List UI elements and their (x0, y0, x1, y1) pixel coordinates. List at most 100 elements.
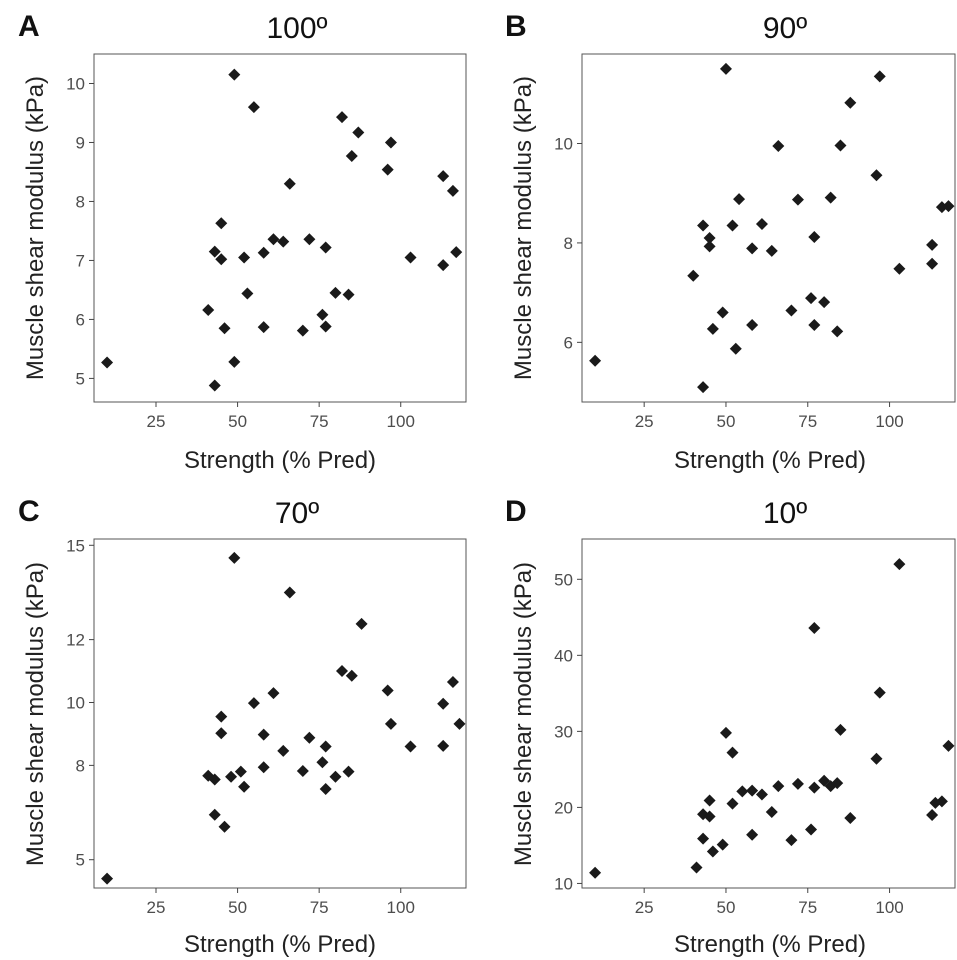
panel-b-x-axis-title: Strength (% Pred) (674, 447, 866, 474)
data-point (257, 321, 270, 334)
data-point (453, 717, 466, 730)
data-point (228, 551, 241, 564)
data-point (446, 184, 459, 197)
data-point (791, 193, 804, 206)
x-tick-label: 100 (875, 898, 903, 917)
data-point (381, 684, 394, 697)
data-point (345, 150, 358, 163)
data-point (342, 765, 355, 778)
x-tick-label: 50 (228, 412, 247, 431)
data-point (805, 292, 818, 305)
data-point (336, 665, 348, 678)
x-tick-label: 75 (310, 898, 329, 917)
y-tick-label: 5 (76, 851, 85, 870)
panel-b: B 90º Strength (% Pred) Muscle shear mod… (505, 10, 956, 474)
data-point (336, 111, 348, 124)
data-point (202, 303, 215, 316)
data-point (208, 245, 221, 258)
data-point (791, 777, 804, 790)
data-point (687, 269, 700, 282)
data-point (277, 235, 290, 248)
panel-d: D 10º Strength (% Pred) Muscle shear mod… (505, 495, 956, 958)
data-point (733, 193, 746, 206)
x-tick-label: 25 (635, 412, 654, 431)
panel-b-marks: 25 50 75 100 6 8 10 (554, 62, 955, 431)
data-point (437, 259, 450, 272)
y-tick-label: 12 (66, 631, 85, 650)
data-point (703, 240, 716, 253)
data-point (437, 739, 450, 752)
panel-a-letter: A (18, 10, 40, 43)
panel-c-frame (93, 538, 467, 889)
data-point (381, 163, 394, 176)
data-point (746, 318, 759, 331)
panel-c-letter: C (18, 495, 40, 528)
data-point (316, 756, 329, 769)
x-tick-label: 100 (387, 898, 415, 917)
data-point (697, 219, 710, 232)
data-point (234, 765, 247, 778)
data-point (926, 809, 939, 822)
data-point (785, 304, 798, 317)
data-point (805, 823, 818, 836)
data-point (384, 136, 397, 149)
data-point (690, 861, 703, 874)
data-point (755, 218, 768, 231)
data-point (746, 784, 759, 797)
data-point (765, 244, 778, 257)
panel-a: A 100º Strength (% Pred) Muscle shear mo… (18, 10, 467, 474)
data-point (703, 231, 716, 244)
x-tick-label: 50 (717, 898, 736, 917)
panel-a-marks: 25 50 75 100 5 6 7 8 9 10 (66, 68, 463, 431)
panel-b-y-axis-title: Muscle shear modulus (kPa) (510, 76, 537, 380)
data-point (870, 169, 883, 182)
x-tick-label: 50 (717, 412, 736, 431)
data-point (726, 797, 739, 810)
data-point (319, 241, 332, 254)
data-point (218, 820, 231, 833)
data-point (446, 676, 459, 689)
panel-c-marks: 25 50 75 100 5 8 10 12 15 (66, 536, 466, 917)
data-point (316, 308, 329, 321)
data-point (703, 794, 716, 807)
data-point (352, 126, 365, 139)
data-point (726, 746, 739, 759)
data-point (329, 770, 342, 783)
y-tick-label: 6 (564, 333, 573, 352)
panel-b-title: 90º (763, 12, 807, 45)
x-tick-label: 100 (387, 412, 415, 431)
data-point (404, 251, 417, 264)
x-tick-label: 75 (310, 412, 329, 431)
panel-d-title: 10º (763, 497, 807, 530)
data-point (437, 170, 450, 183)
data-point (589, 866, 602, 879)
data-point (208, 773, 221, 786)
data-point (241, 287, 254, 300)
data-point (746, 242, 759, 255)
y-tick-label: 7 (76, 251, 85, 270)
data-point (831, 777, 844, 790)
x-tick-label: 25 (147, 898, 166, 917)
y-tick-label: 15 (66, 536, 85, 555)
data-point (706, 322, 719, 335)
data-point (824, 191, 837, 204)
data-point (215, 217, 228, 230)
data-point (218, 322, 231, 335)
data-point (404, 740, 417, 753)
y-tick-label: 30 (554, 722, 573, 741)
data-point (844, 96, 857, 109)
y-tick-label: 10 (554, 134, 573, 153)
x-tick-label: 25 (635, 898, 654, 917)
data-point (729, 342, 742, 355)
y-tick-label: 5 (76, 369, 85, 388)
data-point (873, 686, 886, 699)
panel-a-x-axis-title: Strength (% Pred) (184, 447, 376, 474)
panel-d-frame (581, 538, 956, 889)
data-point (296, 765, 309, 778)
data-point (772, 139, 785, 152)
data-point (267, 687, 280, 700)
data-point (296, 324, 309, 337)
panel-d-letter: D (505, 495, 527, 528)
data-point (697, 832, 710, 845)
